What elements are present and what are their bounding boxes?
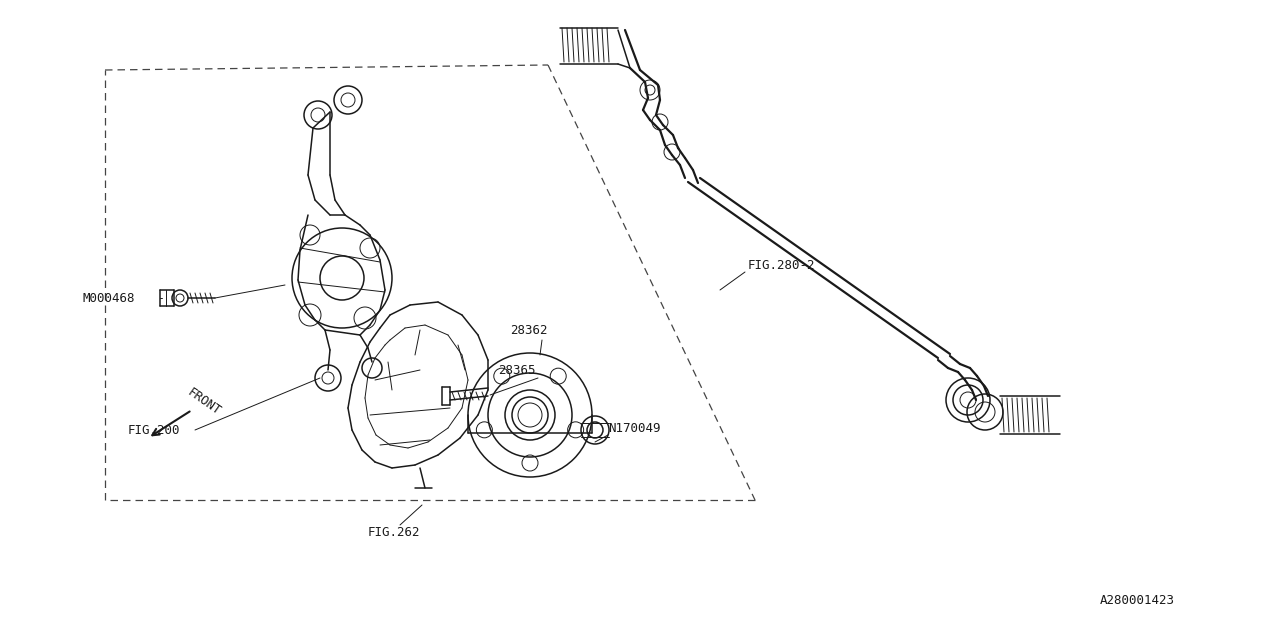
Text: 28362: 28362 <box>509 323 548 337</box>
Text: FIG.280-2: FIG.280-2 <box>748 259 815 271</box>
Text: FRONT: FRONT <box>186 386 223 418</box>
Text: A280001423: A280001423 <box>1100 593 1175 607</box>
Text: 28365: 28365 <box>498 364 535 376</box>
Text: FIG.262: FIG.262 <box>369 525 421 538</box>
Text: M000468: M000468 <box>82 291 134 305</box>
Text: FIG.200: FIG.200 <box>128 424 180 436</box>
Text: N170049: N170049 <box>608 422 660 435</box>
